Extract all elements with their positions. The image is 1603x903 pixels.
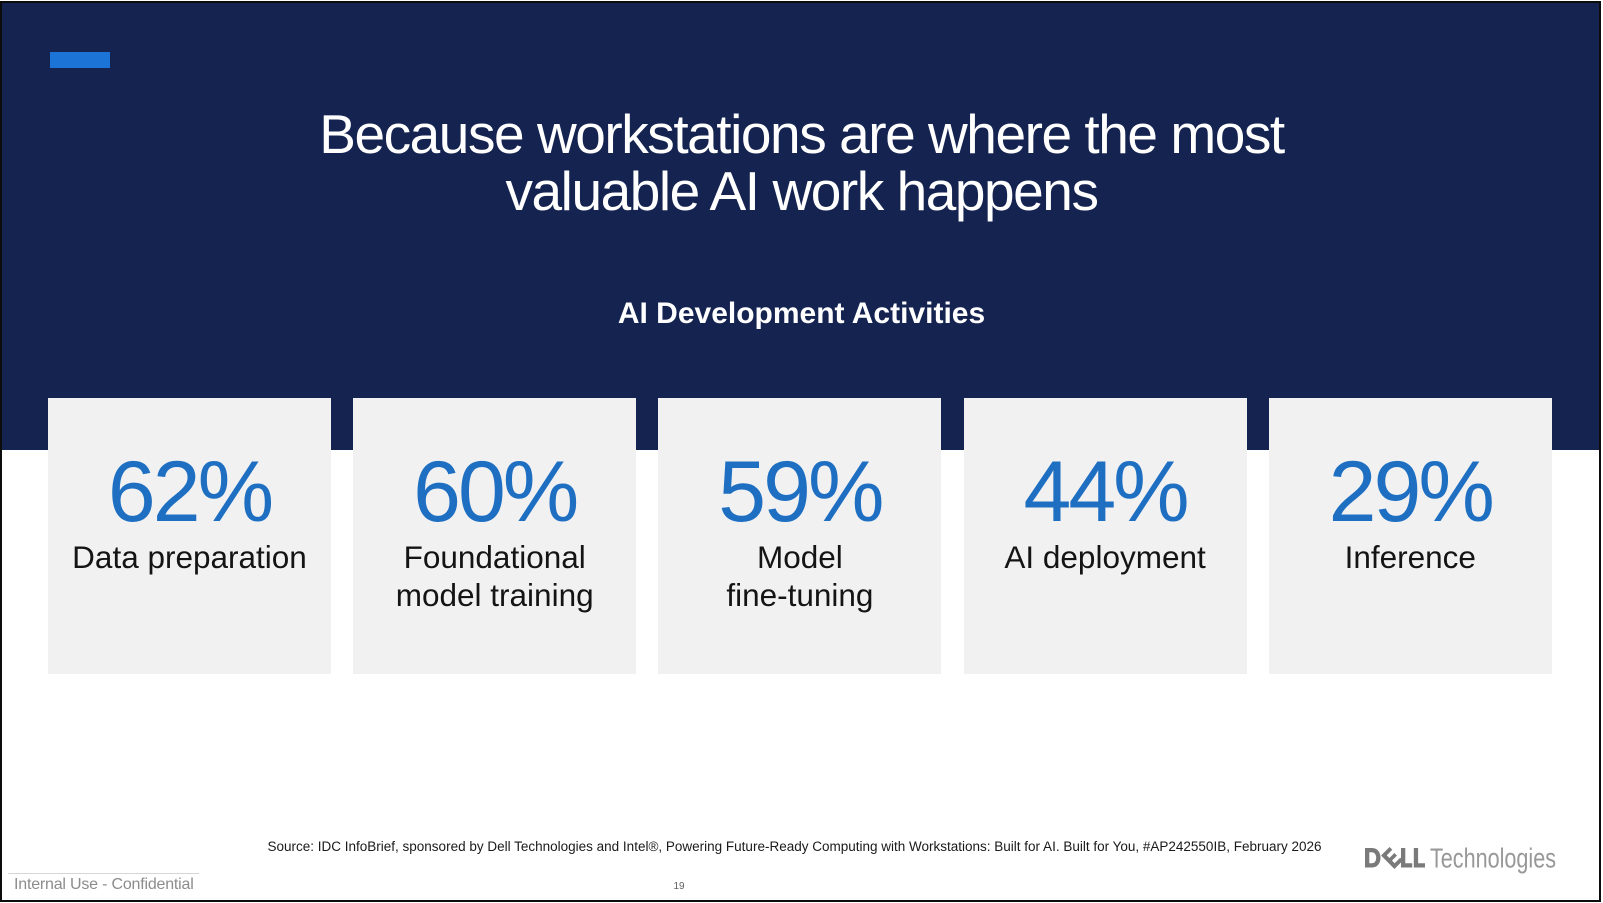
svg-text:Technologies: Technologies [1430,843,1556,874]
